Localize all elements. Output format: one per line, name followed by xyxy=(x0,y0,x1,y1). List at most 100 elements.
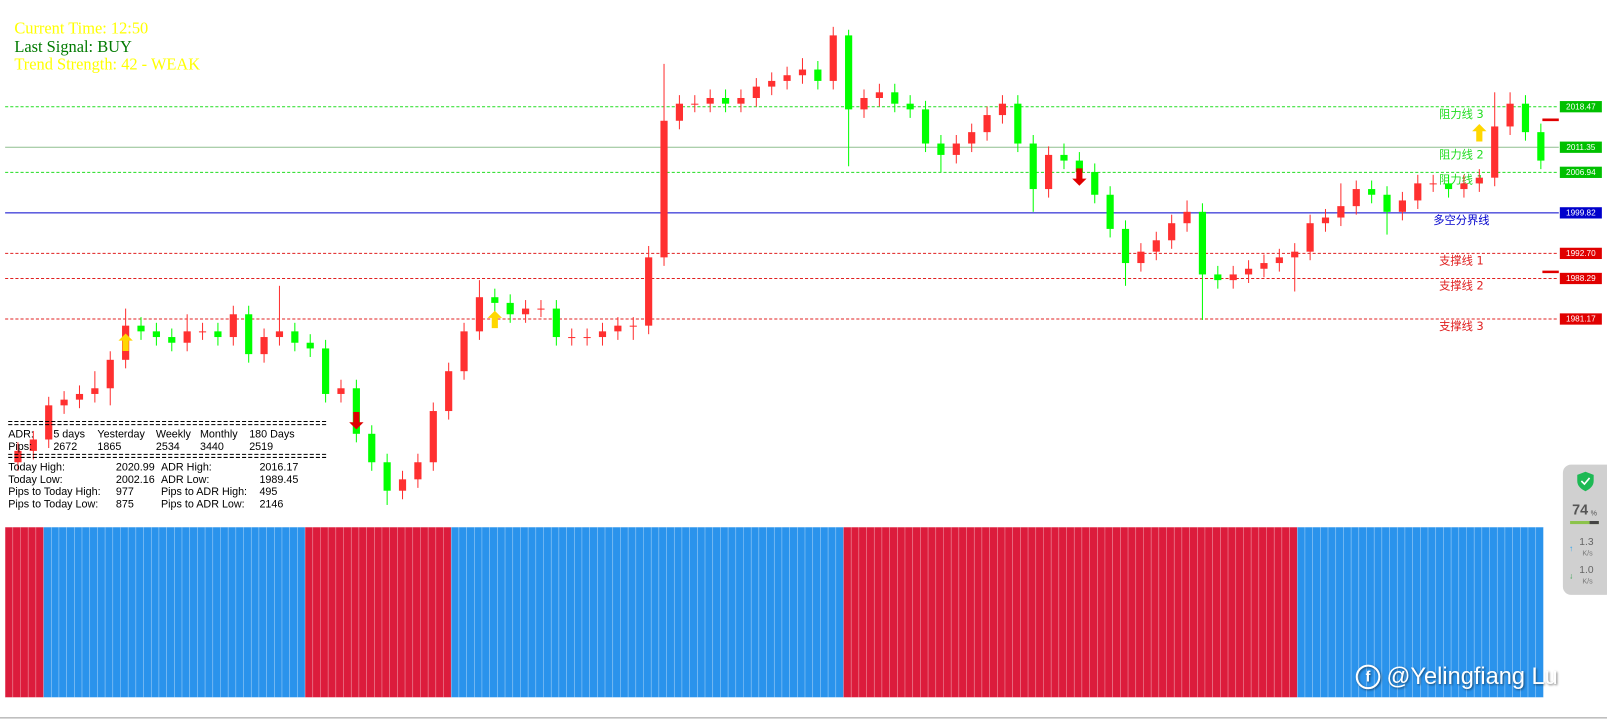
price-box xyxy=(1559,207,1602,219)
candle-body xyxy=(1152,240,1160,252)
histogram-bar xyxy=(289,526,298,698)
histogram-bar xyxy=(1258,526,1267,698)
candle-body xyxy=(552,308,560,338)
candle-body xyxy=(968,132,976,144)
watermark-icon xyxy=(1355,664,1381,690)
candle-body xyxy=(275,331,284,338)
histogram-bar xyxy=(389,526,398,698)
price-label: 1981.17 xyxy=(1566,315,1596,324)
level-name: 阻力线 1 xyxy=(1439,173,1484,187)
histogram-bar xyxy=(97,526,106,698)
candle-body xyxy=(921,109,930,144)
table-cell: Weekly xyxy=(156,429,192,441)
histogram-bar xyxy=(104,526,114,698)
table-cell: Pips to Today Low: xyxy=(8,498,98,510)
histogram-bar xyxy=(581,526,590,698)
candle-body xyxy=(660,120,668,258)
download-unit: K/s xyxy=(1582,577,1593,585)
signal-arrow xyxy=(1472,124,1487,142)
histogram-bar xyxy=(635,526,644,698)
candle-body xyxy=(598,331,607,338)
candle-body xyxy=(1398,200,1406,212)
level-name: 支撑线 3 xyxy=(1439,319,1484,333)
histogram-bar xyxy=(343,526,352,698)
histogram-bar xyxy=(835,526,844,698)
histogram-bar xyxy=(904,526,914,698)
candle-body xyxy=(1137,251,1145,264)
histogram-bar xyxy=(1273,526,1283,698)
candle-body xyxy=(906,103,914,110)
histogram-bar xyxy=(1335,526,1344,698)
histogram-bar xyxy=(1043,526,1052,698)
histogram-bar xyxy=(927,526,937,698)
histogram-bar xyxy=(50,526,60,698)
candle-body xyxy=(106,359,114,389)
candle-body xyxy=(183,331,191,343)
price-box xyxy=(1559,101,1602,113)
adr-table: ADR: 5 days Yesterday Weekly Monthly 180 Days… xyxy=(8,421,329,510)
table-cell: ADR Low: xyxy=(161,474,209,486)
histogram-bar xyxy=(627,526,637,698)
histogram-bar xyxy=(366,526,375,698)
histogram-bar xyxy=(212,526,221,698)
histogram-bar xyxy=(1173,526,1183,698)
candle-body xyxy=(429,411,437,463)
histogram-bar xyxy=(1227,526,1237,698)
candle-body xyxy=(891,92,899,104)
candle-body xyxy=(1475,177,1483,184)
candle-body xyxy=(14,450,22,463)
histogram-bar xyxy=(881,526,890,698)
histogram-bar xyxy=(335,526,344,698)
candle-body xyxy=(1537,132,1545,161)
histogram-bar xyxy=(1004,526,1014,698)
histogram-bar xyxy=(235,526,244,698)
table-cell: 977 xyxy=(116,486,134,498)
candle-body xyxy=(583,337,591,339)
histogram-bar xyxy=(420,526,429,698)
histogram-bar xyxy=(981,526,990,698)
candle-body xyxy=(291,331,299,343)
candle-body xyxy=(1260,263,1268,269)
histogram-bar xyxy=(274,526,283,698)
histogram-bar xyxy=(681,526,690,698)
upload-speed: 1.3 xyxy=(1579,537,1594,548)
histogram-bar xyxy=(720,526,729,698)
histogram-bar xyxy=(404,526,414,698)
level-name: 阻力线 2 xyxy=(1439,147,1484,161)
download-speed: 1.0 xyxy=(1579,565,1594,576)
candle-body xyxy=(1491,126,1499,178)
candle-body xyxy=(983,115,991,133)
histogram-bar xyxy=(1097,526,1106,698)
histogram-bar xyxy=(112,526,121,698)
histogram-bar xyxy=(658,526,667,698)
candle-body xyxy=(1306,223,1314,252)
table-cell: Pips: xyxy=(8,441,32,453)
histogram-bar xyxy=(566,526,575,698)
histogram-bar xyxy=(820,526,829,698)
histogram-bar xyxy=(712,526,721,698)
watermark-text: @Yelingfiang Lu xyxy=(1387,663,1558,689)
current-time: Current Time: 12:50 xyxy=(14,19,148,38)
histogram-bar xyxy=(912,526,921,698)
histogram-bar xyxy=(497,526,506,698)
candle-body xyxy=(506,302,514,315)
table-cell: 2020.99 xyxy=(116,462,155,474)
histogram-bar xyxy=(873,526,883,698)
histogram-bar xyxy=(1135,526,1144,698)
level-name: 支撑线 1 xyxy=(1439,254,1484,268)
histogram-bar xyxy=(750,526,760,698)
histogram-bar xyxy=(950,526,960,698)
histogram-bar xyxy=(58,526,67,698)
candle-body xyxy=(337,388,345,394)
histogram-bar xyxy=(589,526,598,698)
histogram-bar xyxy=(43,526,52,698)
histogram-bar xyxy=(935,526,944,698)
candle-body xyxy=(1060,154,1068,161)
histogram-bar xyxy=(1212,526,1221,698)
histogram-bar xyxy=(1012,526,1021,698)
shield-icon xyxy=(1577,471,1594,492)
candle-body xyxy=(1183,211,1191,224)
histogram-bar xyxy=(166,526,175,698)
levels: 2018.47 阻力线 3 2011.35 阻力线 2 2006.94 阻力线 1 1999… xyxy=(5,101,1602,333)
signal-arrow xyxy=(1072,168,1087,186)
